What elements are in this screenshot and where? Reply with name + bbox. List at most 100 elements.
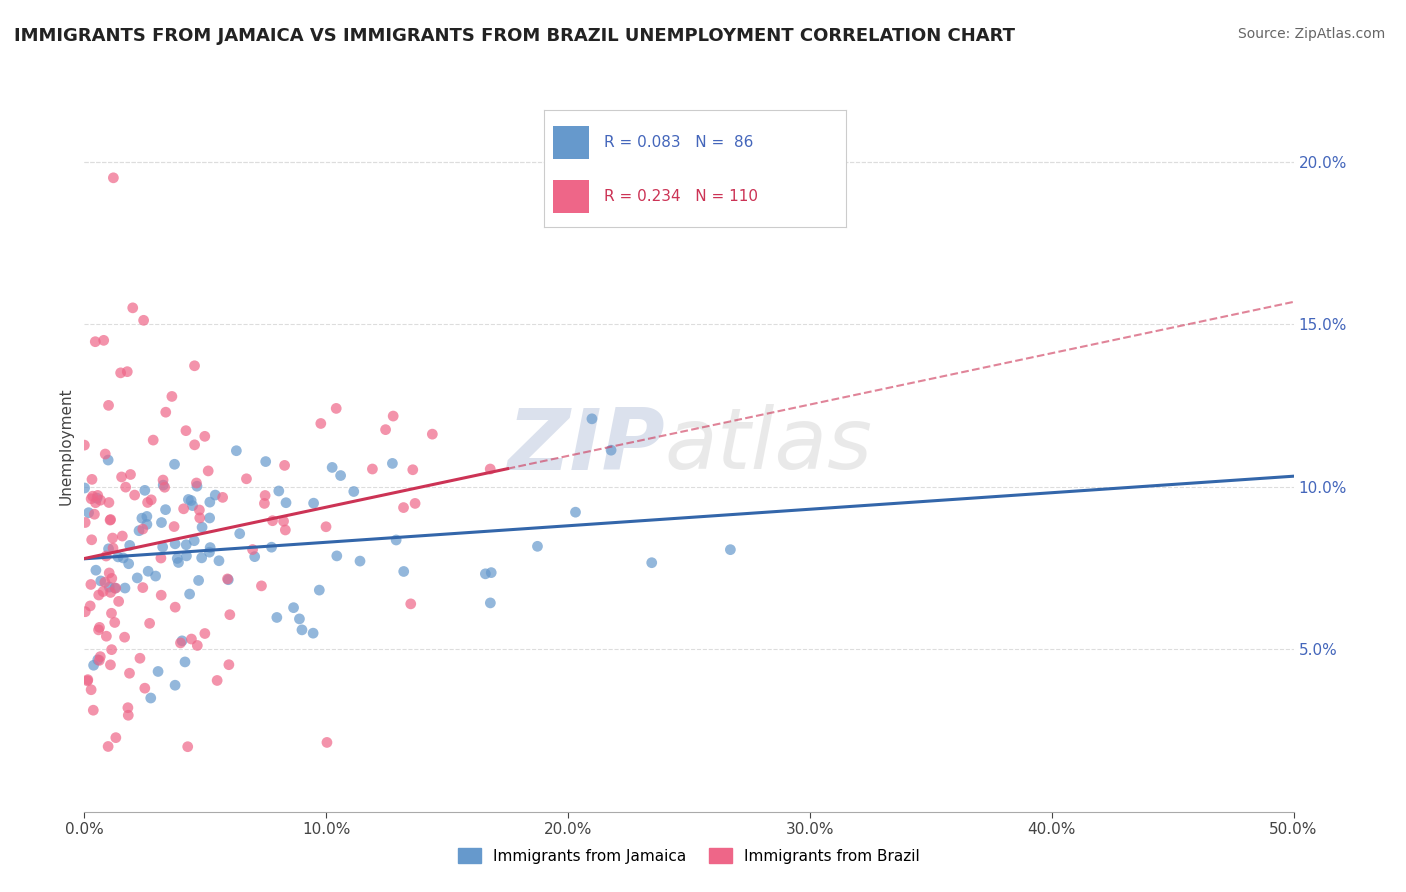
Point <box>198 511 221 525</box>
Point <box>254 488 277 502</box>
Point <box>420 427 443 442</box>
Point <box>104 581 127 595</box>
Point <box>329 468 352 483</box>
Point <box>181 499 204 513</box>
Point <box>243 549 266 564</box>
Point <box>254 454 277 468</box>
Point <box>110 470 132 484</box>
Point <box>228 526 250 541</box>
Point <box>150 516 173 530</box>
Point <box>197 464 219 478</box>
Point <box>100 585 122 599</box>
Point <box>343 484 366 499</box>
Point <box>235 472 257 486</box>
Point <box>155 502 177 516</box>
Point <box>96 629 118 643</box>
Point <box>77 506 100 520</box>
Point <box>187 574 209 588</box>
Point <box>217 572 239 586</box>
Point <box>176 549 198 563</box>
Point <box>180 493 202 508</box>
Point <box>163 519 186 533</box>
Point <box>87 588 110 602</box>
Point <box>86 491 108 506</box>
Point <box>165 537 187 551</box>
Point <box>86 488 108 502</box>
Point <box>564 505 586 519</box>
Point <box>153 480 176 494</box>
Point <box>73 481 96 495</box>
Point <box>152 540 174 554</box>
Point <box>474 566 496 581</box>
Point <box>120 467 142 482</box>
Point <box>191 520 214 534</box>
Legend: Immigrants from Jamaica, Immigrants from Brazil: Immigrants from Jamaica, Immigrants from… <box>451 842 927 870</box>
Point <box>131 511 153 525</box>
Point <box>118 538 141 552</box>
Point <box>198 541 221 555</box>
Point <box>100 512 122 526</box>
Point <box>101 541 124 555</box>
Point <box>262 514 284 528</box>
Point <box>111 529 134 543</box>
Point <box>218 607 240 622</box>
Point <box>100 607 122 621</box>
Point <box>526 539 548 553</box>
Point <box>114 630 136 644</box>
Point <box>211 491 233 505</box>
Point <box>89 620 111 634</box>
Point <box>87 623 110 637</box>
Point <box>479 566 502 580</box>
Point <box>308 583 330 598</box>
Point <box>169 636 191 650</box>
Point <box>76 673 98 688</box>
Text: ZIP: ZIP <box>508 404 665 488</box>
Point <box>136 495 159 509</box>
Point <box>160 389 183 403</box>
Point <box>266 610 288 624</box>
Point <box>382 409 405 423</box>
Point <box>98 566 121 580</box>
Point <box>194 626 217 640</box>
Point <box>134 681 156 696</box>
Point <box>349 554 371 568</box>
Point <box>218 657 240 672</box>
Point <box>80 577 103 591</box>
Point <box>84 563 107 577</box>
Point <box>188 511 211 525</box>
Point <box>170 633 193 648</box>
Point <box>128 524 150 538</box>
Point <box>165 600 187 615</box>
Point <box>94 447 117 461</box>
Point <box>374 423 396 437</box>
Point <box>174 655 197 669</box>
Point <box>288 612 311 626</box>
Point <box>83 507 105 521</box>
Point <box>129 651 152 665</box>
Point <box>117 365 139 379</box>
Point <box>179 587 201 601</box>
Point <box>75 516 97 530</box>
Point <box>242 542 264 557</box>
Point <box>198 495 221 509</box>
Point <box>325 401 347 416</box>
Point <box>399 597 422 611</box>
Point <box>163 457 186 471</box>
Point <box>83 658 105 673</box>
Point <box>253 496 276 510</box>
Point <box>107 549 129 564</box>
Point <box>309 417 332 431</box>
Point <box>291 623 314 637</box>
Point <box>132 581 155 595</box>
Point <box>101 571 124 585</box>
Point <box>100 657 122 672</box>
Point <box>167 556 190 570</box>
Point <box>104 615 127 630</box>
Point <box>260 540 283 554</box>
Point <box>302 496 325 510</box>
Point <box>101 531 124 545</box>
Point <box>402 463 425 477</box>
Point <box>302 626 325 640</box>
Point <box>194 429 217 443</box>
Point <box>392 565 415 579</box>
